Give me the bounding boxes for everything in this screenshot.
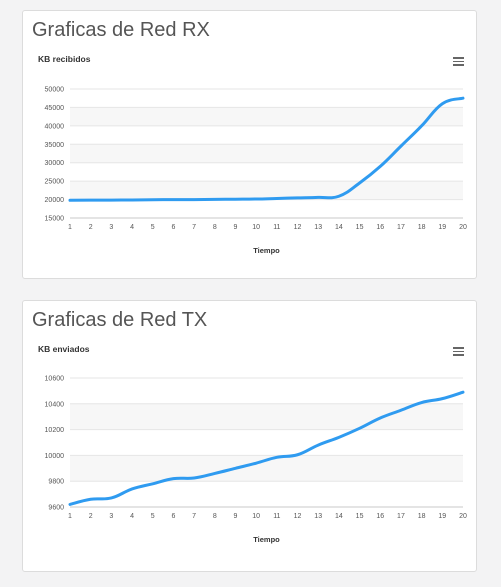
y-tick-label: 25000 (45, 179, 65, 186)
y-tick-label: 10000 (45, 453, 65, 460)
x-tick-label: 20 (459, 224, 467, 231)
y-tick-label: 10200 (45, 427, 65, 434)
x-tick-label: 15 (356, 224, 364, 231)
x-tick-label: 5 (151, 224, 155, 231)
x-axis-title: Tiempo (253, 535, 280, 544)
x-tick-label: 3 (109, 224, 113, 231)
x-tick-label: 13 (314, 224, 322, 231)
x-tick-label: 14 (335, 224, 343, 231)
y-tick-label: 9800 (48, 479, 64, 486)
x-tick-label: 14 (335, 513, 343, 520)
x-tick-label: 3 (109, 513, 113, 520)
x-tick-label: 2 (89, 224, 93, 231)
x-tick-label: 20 (459, 513, 467, 520)
x-axis-title: Tiempo (253, 246, 280, 255)
series-line (68, 96, 465, 202)
y-tick-label: 30000 (45, 160, 65, 167)
hamburger-menu-icon[interactable] (453, 347, 464, 356)
x-tick-label: 10 (252, 224, 260, 231)
x-tick-label: 2 (89, 513, 93, 520)
x-tick-label: 4 (130, 513, 134, 520)
x-tick-label: 13 (314, 513, 322, 520)
y-tick-label: 20000 (45, 197, 65, 204)
y-tick-label: 10600 (45, 376, 65, 383)
x-tick-label: 19 (438, 224, 446, 231)
x-tick-label: 16 (376, 513, 384, 520)
x-tick-label: 11 (273, 224, 280, 231)
tx-chart-panel: Graficas de Red TX KB enviados 9600 9800 10… (22, 300, 477, 572)
hamburger-menu-icon[interactable] (453, 57, 464, 66)
x-tick-label: 7 (192, 224, 196, 231)
y-tick-label: 45000 (45, 105, 65, 112)
grid-band (70, 144, 463, 163)
y-tick-label: 10400 (45, 401, 65, 408)
x-tick-label: 1 (68, 513, 72, 520)
x-tick-label: 9 (234, 224, 238, 231)
x-tick-label: 12 (294, 513, 302, 520)
y-tick-label: 9600 (48, 505, 64, 512)
y-tick-label: 35000 (45, 142, 65, 149)
rx-chart-panel: Graficas de Red RX KB recibidos 15000 2000… (22, 10, 477, 279)
x-tick-label: 18 (418, 224, 426, 231)
x-tick-label: 10 (252, 513, 260, 520)
x-tick-label: 8 (213, 224, 217, 231)
y-tick-label: 40000 (45, 123, 65, 130)
x-tick-label: 17 (397, 513, 405, 520)
x-tick-label: 8 (213, 513, 217, 520)
y-tick-label: 15000 (45, 216, 65, 223)
x-tick-label: 16 (376, 224, 384, 231)
x-tick-label: 1 (68, 224, 72, 231)
grid-band (70, 181, 463, 200)
chart-title: KB recibidos (38, 54, 91, 64)
x-tick-label: 12 (294, 224, 302, 231)
x-tick-label: 19 (438, 513, 446, 520)
x-tick-label: 6 (171, 513, 175, 520)
series-line (68, 390, 465, 506)
tx-chart: KB enviados 9600 9800 10000 10200 10400 10600 1… (38, 344, 467, 544)
grid-band (70, 403, 463, 430)
panel-title-tx: Graficas de Red TX (32, 309, 208, 331)
x-tick-label: 6 (171, 224, 175, 231)
x-tick-label: 5 (151, 513, 155, 520)
x-tick-label: 17 (397, 224, 405, 231)
x-tick-label: 7 (192, 513, 196, 520)
x-tick-label: 18 (418, 513, 426, 520)
y-tick-label: 50000 (45, 87, 65, 94)
x-tick-label: 4 (130, 224, 134, 231)
x-tick-label: 9 (234, 513, 238, 520)
x-tick-label: 15 (356, 513, 364, 520)
x-tick-label: 11 (273, 513, 280, 520)
chart-title: KB enviados (38, 344, 90, 354)
panel-title-rx: Graficas de Red RX (32, 19, 210, 41)
rx-chart: KB recibidos 15000 20000 25000 30000 35000 400… (38, 54, 467, 255)
grid-band (70, 107, 463, 126)
